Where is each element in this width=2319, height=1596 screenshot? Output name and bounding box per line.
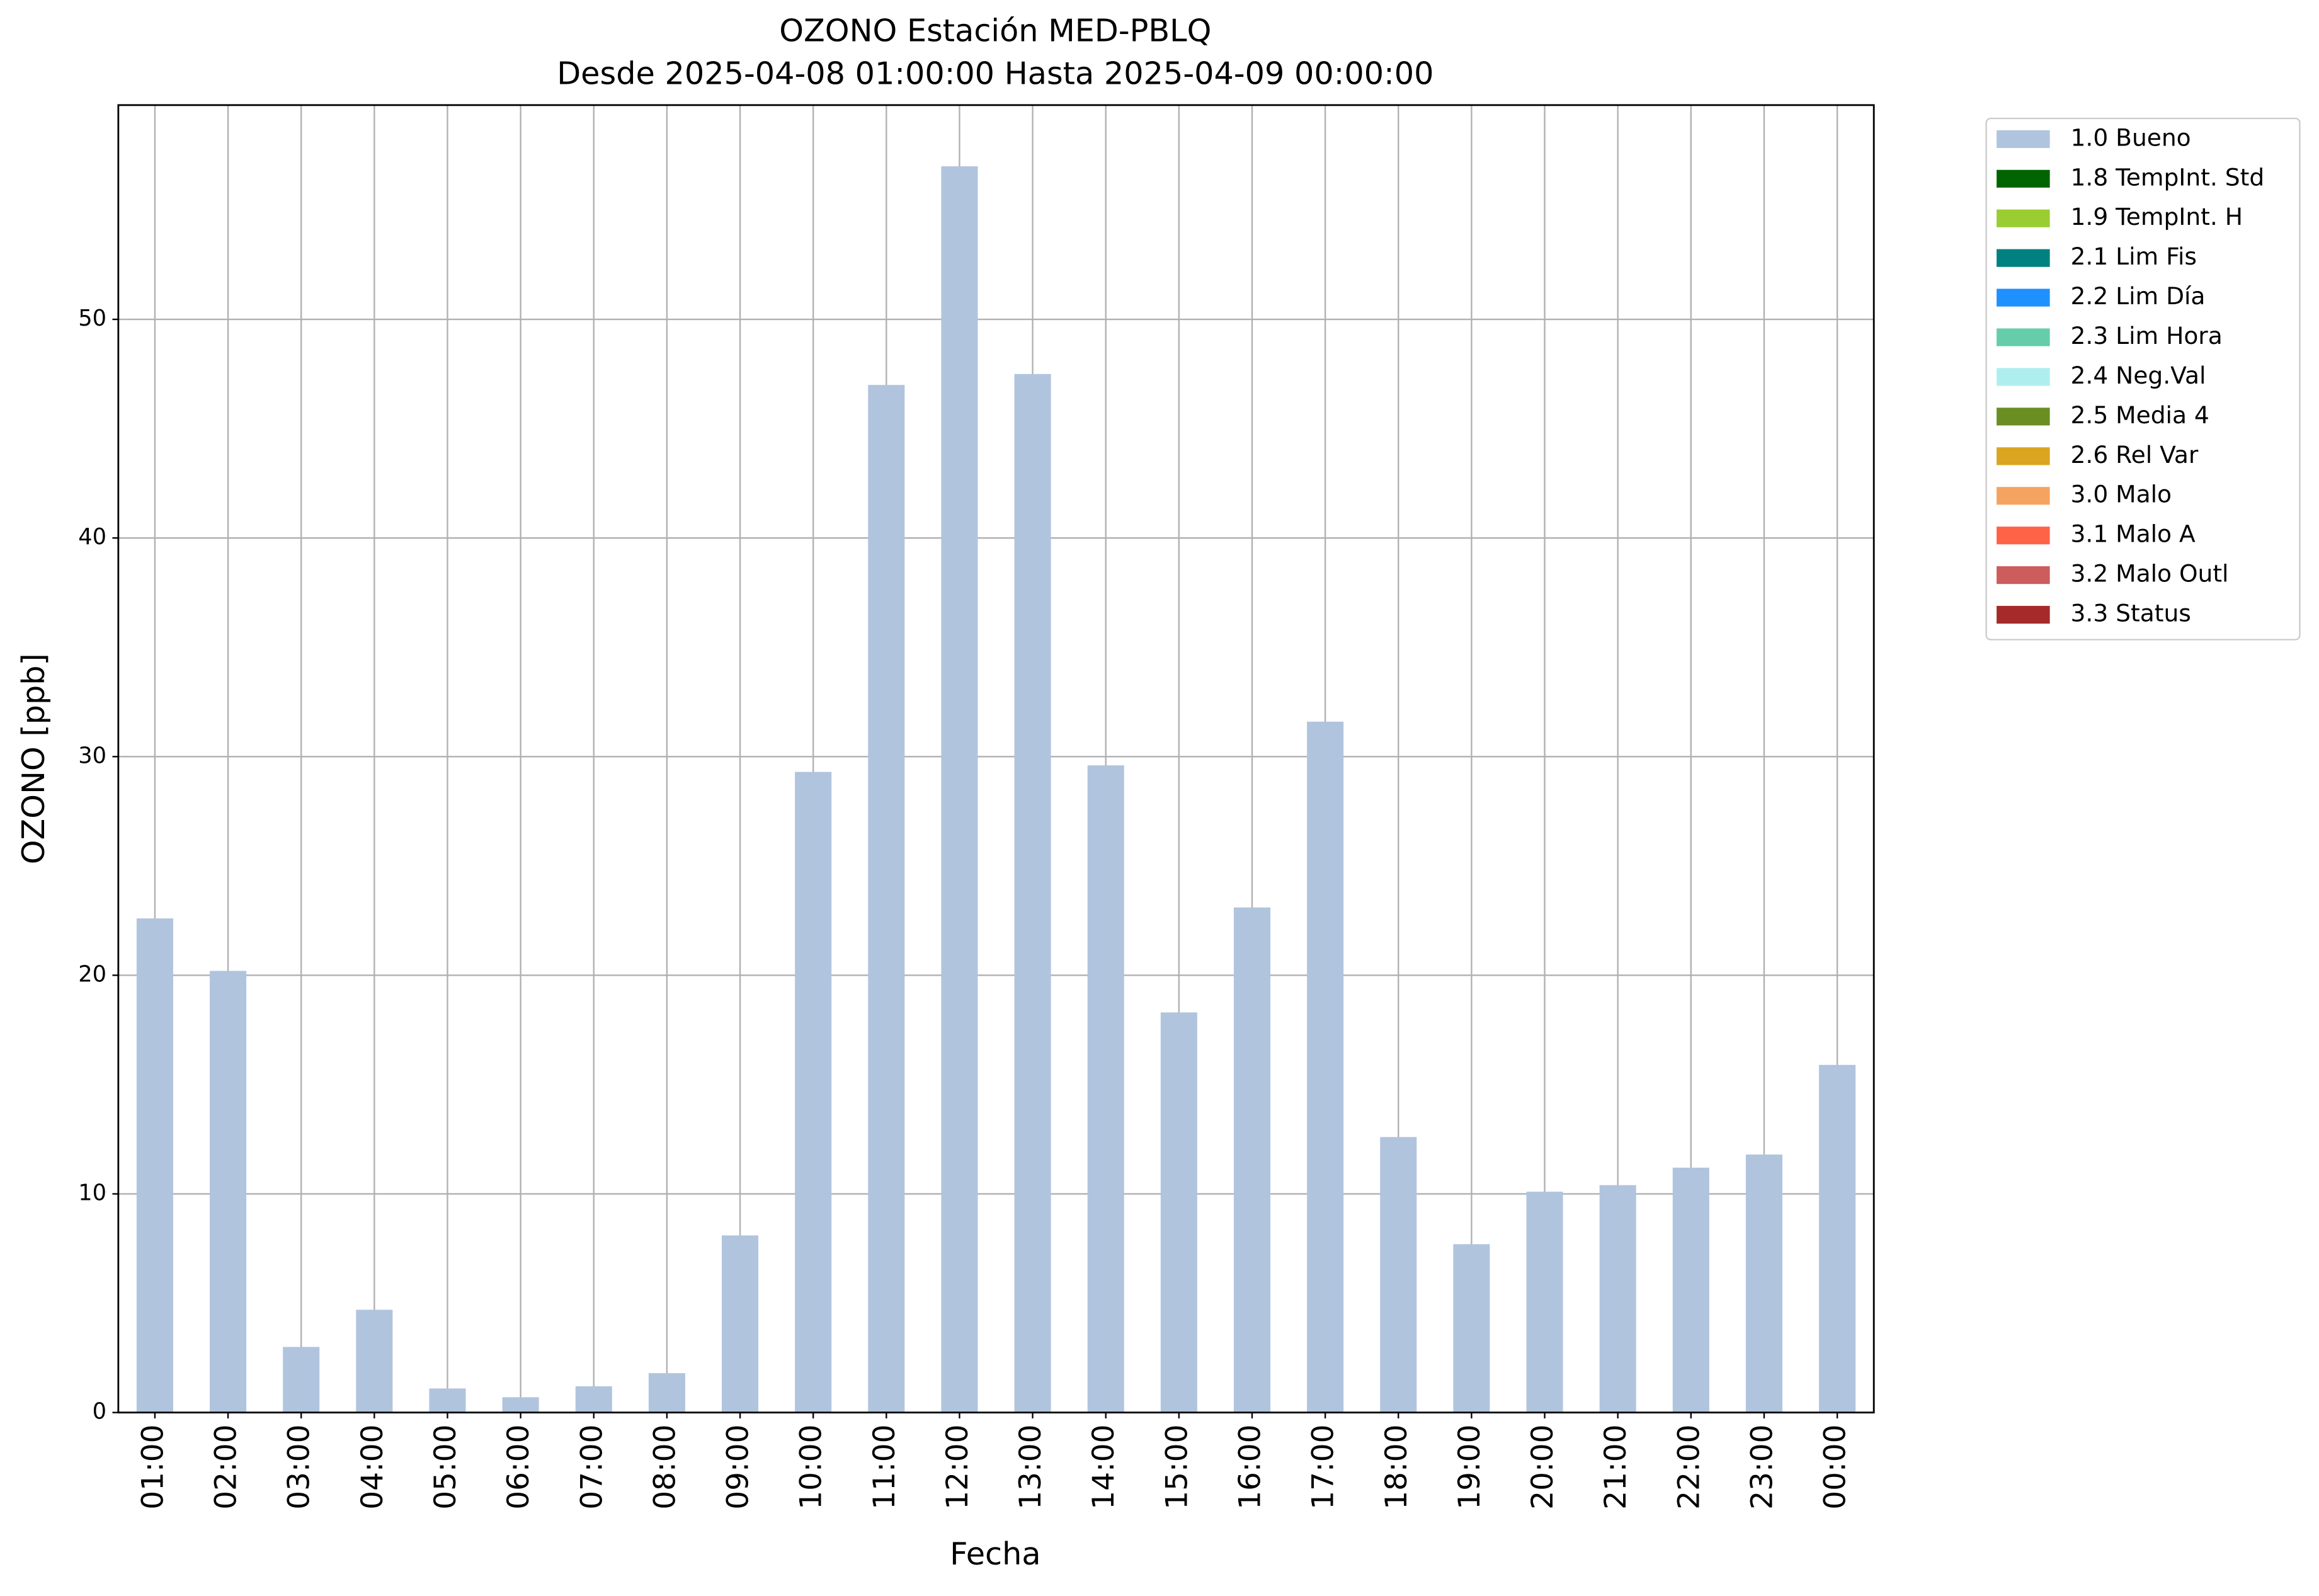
y-tick-label: 10 [78,1180,106,1206]
plot-frame [117,104,1875,1414]
x-tick-label: 16:00 [1233,1424,1268,1509]
bar [1307,721,1344,1413]
bar [429,1388,466,1413]
legend-label: 2.2 Lim Día [2071,282,2206,310]
x-tick-label: 13:00 [1013,1424,1048,1509]
legend-swatch [1997,368,2050,386]
x-tick-label: 04:00 [355,1424,390,1509]
bar [1453,1244,1490,1413]
x-tick-label: 12:00 [940,1424,975,1509]
bar [941,166,978,1413]
x-tick-label: 06:00 [501,1424,536,1509]
legend-swatch [1997,288,2050,307]
chart-title: OZONO Estación MED-PBLQ [779,12,1211,48]
legend-swatch [1997,169,2050,188]
legend-label: 2.1 Lim Fis [2071,242,2197,270]
bar [1745,1154,1783,1413]
bar [356,1309,393,1413]
legend-label: 1.9 TempInt. H [2071,203,2243,231]
bar [136,918,173,1413]
legend-swatch [1997,408,2050,426]
legend-swatch [1997,130,2050,148]
bar [1599,1185,1636,1413]
legend-swatch [1997,527,2050,545]
bar [1819,1064,1856,1413]
x-tick-label: 07:00 [574,1424,609,1509]
legend-label: 2.4 Neg.Val [2071,362,2206,389]
legend-swatch [1997,487,2050,505]
bar [795,772,832,1413]
y-tick-label: 50 [78,305,106,331]
y-tick-label: 20 [78,961,106,987]
y-axis-label: OZONO [ppb] [15,653,52,864]
bar [575,1386,612,1413]
x-tick-label: 21:00 [1598,1424,1633,1509]
legend-swatch [1997,249,2050,267]
bar [283,1347,320,1413]
y-tick-label: 0 [93,1399,106,1425]
legend-swatch [1997,605,2050,624]
bar [648,1373,685,1413]
legend-swatch [1997,566,2050,584]
x-tick-label: 20:00 [1525,1424,1560,1509]
x-tick-label: 22:00 [1672,1424,1706,1509]
x-tick-label: 14:00 [1086,1424,1121,1509]
bar [1087,765,1124,1413]
legend-swatch [1997,447,2050,465]
chart-subtitle: Desde 2025-04-08 01:00:00 Hasta 2025-04-… [557,55,1433,91]
legend-label: 3.1 Malo A [2071,520,2196,548]
legend-label: 3.2 Malo Outl [2071,560,2229,588]
x-tick-label: 03:00 [282,1424,317,1509]
bar [868,385,905,1413]
x-tick-label: 05:00 [428,1424,463,1509]
y-tick-label: 30 [78,743,106,768]
legend-label: 3.0 Malo [2071,481,2172,508]
x-tick-label: 23:00 [1745,1424,1779,1509]
bar [1526,1192,1563,1413]
x-tick-label: 01:00 [135,1424,170,1509]
legend-label: 3.3 Status [2071,600,2191,627]
bar [1672,1167,1709,1413]
x-tick-label: 09:00 [721,1424,756,1509]
bar [1160,1012,1197,1413]
legend-label: 1.0 Bueno [2071,123,2191,151]
bar [1014,373,1051,1413]
x-tick-label: 11:00 [867,1424,902,1509]
x-tick-label: 00:00 [1818,1424,1853,1509]
x-tick-label: 19:00 [1452,1424,1487,1509]
x-tick-label: 10:00 [794,1424,829,1509]
legend-swatch [1997,209,2050,227]
x-axis-label: Fecha [950,1536,1041,1572]
legend-swatch [1997,328,2050,346]
bar [1380,1137,1417,1413]
legend-label: 2.3 Lim Hora [2071,322,2223,350]
x-tick-label: 08:00 [647,1424,682,1509]
x-tick-label: 02:00 [209,1424,244,1509]
legend-box [1985,117,2301,641]
x-tick-label: 17:00 [1306,1424,1341,1509]
bar [502,1397,539,1413]
bar [722,1235,759,1413]
x-tick-label: 18:00 [1379,1424,1414,1509]
bar [210,971,247,1413]
x-tick-label: 15:00 [1160,1424,1194,1509]
y-tick-label: 40 [78,524,106,550]
legend-label: 1.8 TempInt. Std [2071,163,2265,191]
bar [1233,907,1271,1413]
legend-label: 2.6 Rel Var [2071,441,2199,469]
legend-label: 2.5 Media 4 [2071,401,2209,429]
